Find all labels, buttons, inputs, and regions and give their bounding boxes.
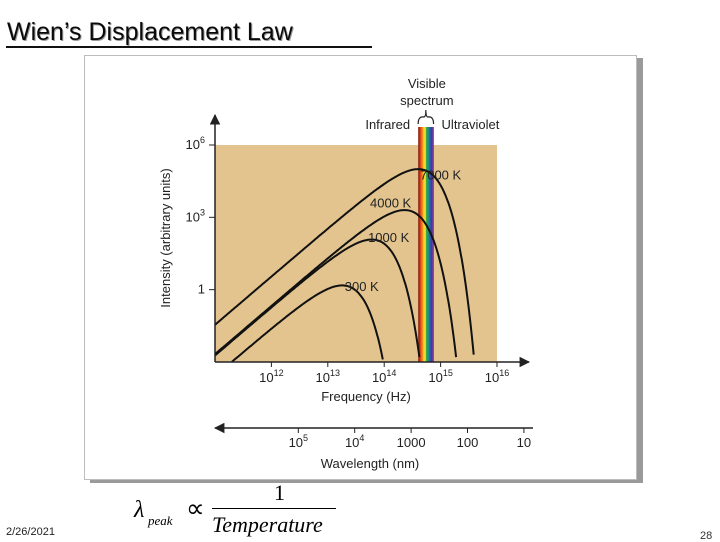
series-label: 1000 K [368,230,410,245]
series-label: 300 K [345,279,379,294]
x-axis-ticks: 1012 1013 1014 1015 1016 [259,362,509,385]
spectrum-stripe [430,127,433,362]
spectrum-stripe [418,127,420,362]
x-axis-label: Frequency (Hz) [321,389,411,404]
spectrum-stripe [427,127,430,362]
formula-numerator: 1 [274,480,285,505]
title-underline [6,46,372,48]
curve-300k [231,284,384,363]
visible-label: Visible [408,76,446,91]
wavelength-tick-label: 104 [345,433,364,450]
visible-spectrum-band [418,127,434,362]
wavelength-tick-label: 10 [517,435,531,450]
wavelength-axis-label: Wavelength (nm) [321,456,420,471]
slide-title: Wien’s Displacement Law [7,18,293,46]
spectrum-stripe [432,127,434,362]
blackbody-curves: 7000 K 4000 K 1000 K 300 K [214,167,475,363]
slide-date: 2/26/2021 [6,526,55,538]
x-tick-label: 1014 [372,368,396,385]
curve-4000k [214,209,458,358]
x-tick-label: 1013 [316,368,340,385]
y-tick-label: 106 [186,135,205,152]
x-tick-label: 1012 [259,368,283,385]
formula-proportional-symbol: ∝ [186,494,205,523]
spectrum-stripe [424,127,427,362]
y-tick-label: 103 [186,207,205,224]
formula-lambda: λ [134,497,145,523]
series-label: 7000 K [420,167,462,182]
series-label: 4000 K [370,195,412,210]
formula-subscript: peak [148,513,173,528]
spectrum-label: spectrum [400,93,453,108]
wavelength-tick-label: 100 [457,435,479,450]
wavelength-tick-label: 1000 [397,435,426,450]
spectrum-stripe [425,127,428,362]
ultraviolet-label: Ultraviolet [442,117,500,132]
x-tick-label: 1016 [485,368,509,385]
slide-number: 28 [700,530,713,542]
spectrum-stripe [419,127,422,362]
spectrum-stripe [422,127,425,362]
x-tick-label: 1015 [428,368,452,385]
wien-formula: λ peak ∝ 1 Temperature [134,480,354,538]
formula-fraction-bar [212,508,336,509]
y-axis-ticks: 1 103 106 [186,135,215,297]
plot-background [215,145,497,362]
y-tick-label: 1 [198,282,205,297]
infrared-label: Infrared [365,117,410,132]
spectrum-stripe [428,127,431,362]
y-axis-label: Intensity (arbitrary units) [158,168,173,307]
spectrum-brace [417,109,435,125]
wavelength-tick-label: 105 [289,433,308,450]
curve-1000k [214,238,421,358]
wavelength-axis-ticks: 105 104 1000 100 10 [289,428,531,450]
spectrum-labels: Visible spectrum Infrared Ultraviolet [365,76,499,132]
formula-denominator: Temperature [212,512,323,537]
curve-7000k [214,168,475,355]
spectrum-stripe [421,127,424,362]
